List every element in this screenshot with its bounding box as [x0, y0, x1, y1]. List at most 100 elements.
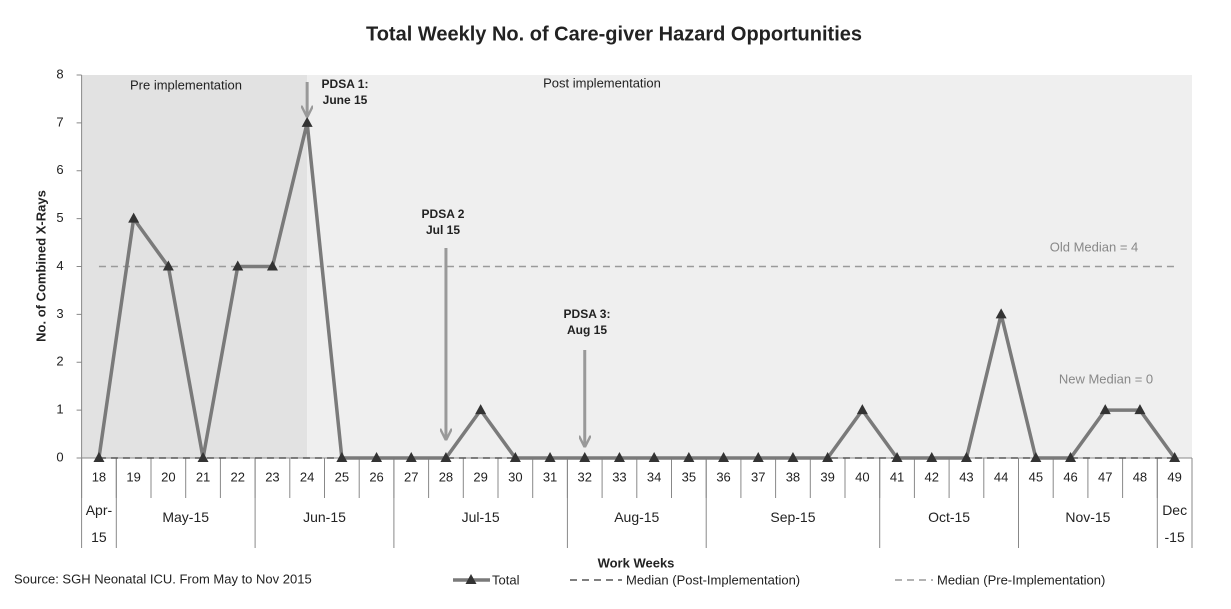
y-tick-label: 4	[56, 258, 63, 273]
data-point	[856, 404, 868, 415]
y-tick-label: 3	[56, 306, 63, 321]
data-point	[1134, 404, 1146, 415]
data-point	[787, 452, 799, 462]
x-tick-label: 28	[439, 469, 453, 484]
x-tick-label: 39	[820, 469, 834, 484]
y-tick-label: 6	[56, 162, 63, 177]
y-tick-label: 0	[56, 449, 63, 464]
data-point	[613, 452, 625, 462]
data-point	[162, 260, 174, 271]
legend-marker	[465, 574, 477, 584]
data-point	[509, 452, 521, 462]
annotation-text: Aug 15	[567, 323, 607, 337]
x-tick-label: 47	[1098, 469, 1112, 484]
data-point	[995, 308, 1007, 319]
data-point	[822, 452, 834, 462]
data-point	[648, 452, 660, 462]
data-line	[97, 121, 1177, 460]
x-tick-label: 22	[231, 469, 245, 484]
x-tick-label: 35	[682, 469, 696, 484]
data-point	[232, 260, 244, 271]
y-tick-label: 5	[56, 210, 63, 225]
source-note: Source: SGH Neonatal ICU. From May to No…	[14, 571, 312, 586]
x-tick-label: 26	[369, 469, 383, 484]
annotation-text: Jul 15	[426, 223, 460, 237]
data-point	[960, 452, 972, 462]
x-tick-label: 38	[786, 469, 800, 484]
y-tick-label: 8	[56, 66, 63, 81]
data-point	[301, 116, 313, 127]
x-tick-label: 34	[647, 469, 661, 484]
data-point	[544, 452, 556, 462]
chart-title: Total Weekly No. of Care-giver Hazard Op…	[366, 23, 862, 45]
x-tick-label: 27	[404, 469, 418, 484]
x-tick-label: 32	[578, 469, 592, 484]
data-point	[1169, 452, 1181, 462]
annotation-text: PDSA 2	[422, 207, 465, 221]
data-point	[128, 212, 140, 223]
annotation-text: PDSA 1:	[322, 77, 369, 91]
data-point	[752, 452, 764, 462]
x-tick-label: 46	[1063, 469, 1077, 484]
month-label: Dec-15	[1162, 502, 1188, 545]
data-point	[336, 452, 348, 462]
x-tick-label: 20	[161, 469, 175, 484]
x-tick-label: 41	[890, 469, 904, 484]
x-tick-label: 21	[196, 469, 210, 484]
x-tick-label: 48	[1133, 469, 1147, 484]
data-point	[475, 404, 487, 415]
data-point	[579, 452, 591, 462]
data-point	[440, 452, 452, 462]
data-point	[683, 452, 695, 462]
x-tick-label: 45	[1029, 469, 1043, 484]
x-tick-label: 44	[994, 469, 1008, 484]
month-label: Nov-15	[1065, 509, 1111, 525]
x-tick-label: 49	[1167, 469, 1181, 484]
x-tick-label: 24	[300, 469, 314, 484]
x-tick-label: 42	[925, 469, 939, 484]
x-tick-label: 25	[335, 469, 349, 484]
median-label: Old Median = 4	[1050, 239, 1139, 254]
x-tick-label: 40	[855, 469, 869, 484]
data-point	[718, 452, 730, 462]
y-axis-label: No. of Combined X-Rays	[33, 190, 48, 342]
x-tick-label: 43	[959, 469, 973, 484]
month-label: Jun-15	[303, 509, 346, 525]
x-tick-label: 30	[508, 469, 522, 484]
y-tick-label: 2	[56, 354, 63, 369]
month-label: Apr-15	[85, 502, 113, 545]
annotation-text: PDSA 3:	[564, 307, 611, 321]
x-tick-label: 18	[92, 469, 106, 484]
data-point	[266, 260, 278, 271]
x-tick-label: 33	[612, 469, 626, 484]
y-tick-label: 1	[56, 402, 63, 417]
data-point	[926, 452, 938, 462]
x-tick-label: 29	[473, 469, 487, 484]
month-label: Aug-15	[614, 509, 660, 525]
data-point	[1030, 452, 1042, 462]
x-tick-label: 31	[543, 469, 557, 484]
data-point	[371, 452, 383, 462]
annotation-text: June 15	[323, 93, 368, 107]
data-point	[1099, 404, 1111, 415]
x-tick-label: 36	[716, 469, 730, 484]
y-tick-label: 7	[56, 114, 63, 129]
data-point	[93, 452, 105, 462]
legend-label: Median (Pre-Implementation)	[937, 572, 1105, 587]
data-point	[1065, 452, 1077, 462]
month-label: May-15	[162, 509, 210, 525]
x-axis-label: Work Weeks	[598, 555, 675, 570]
x-tick-label: 37	[751, 469, 765, 484]
median-label: New Median = 0	[1059, 371, 1153, 386]
x-tick-label: 23	[265, 469, 279, 484]
x-tick-label: 19	[126, 469, 140, 484]
region-label: Post implementation	[543, 75, 661, 90]
region-label: Pre implementation	[130, 77, 242, 92]
legend-label: Median (Post-Implementation)	[626, 572, 800, 587]
month-label: Sep-15	[770, 509, 816, 525]
data-point	[405, 452, 417, 462]
month-label: Oct-15	[928, 509, 971, 525]
data-point	[197, 452, 209, 462]
